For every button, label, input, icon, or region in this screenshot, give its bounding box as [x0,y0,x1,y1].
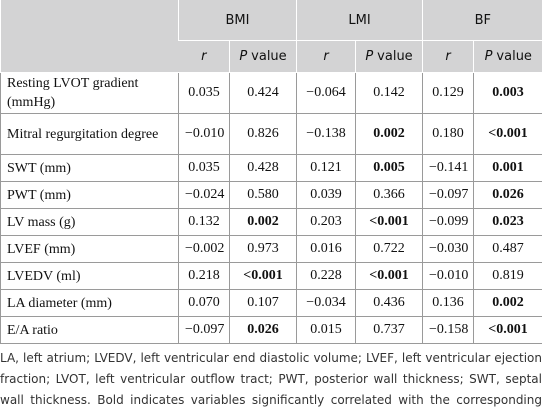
cell: 0.026 [229,316,297,344]
cell: −0.010 [178,113,230,155]
cell: 0.001 [473,154,542,182]
row-label: Mitral regurgitation degree [0,113,179,155]
stat-symbol: P [365,49,374,64]
sub-header: r [296,40,356,73]
cell: 0.015 [296,316,356,344]
sub-header: r [178,40,230,73]
table-row: E/A ratio −0.097 0.026 0.015 0.737 −0.158 <0.0… [0,316,542,344]
table-body: Resting LVOT gradient (mmHg) 0.035 0.424 −0… [0,72,542,344]
cell: 0.819 [473,262,542,290]
cell: −0.138 [296,113,356,155]
table-row: Resting LVOT gradient (mmHg) 0.035 0.424 −0… [0,72,542,114]
cell: 0.580 [229,181,297,209]
cell: 0.826 [229,113,297,155]
stat-symbol: r [445,49,451,64]
cell: 0.016 [296,235,356,263]
table-row: LVEDV (ml) 0.218 <0.001 0.228 <0.001 −0.010 0.… [0,262,542,290]
stat-symbol: P [484,49,493,64]
cell: 0.973 [229,235,297,263]
stat-text: value [251,49,287,64]
stat-text: value [377,49,413,64]
group-header: BMI [178,0,297,41]
corner [0,0,179,73]
row-label: PWT (mm) [0,181,179,209]
cell: −0.099 [422,208,475,236]
cell: 0.424 [229,72,297,114]
group-header: LMI [295,0,423,41]
cell: 0.436 [354,289,424,317]
table-row: Mitral regurgitation degree −0.010 0.826 −0… [0,113,542,155]
cell: 0.366 [354,181,424,209]
cell: 0.107 [229,289,297,317]
row-label: SWT (mm) [0,154,179,182]
cell: 0.737 [354,316,424,344]
cell: 0.136 [422,289,475,317]
cell: 0.121 [296,154,356,182]
cell: 0.002 [354,113,424,155]
stat-symbol: r [201,49,207,64]
cell: 0.228 [296,262,356,290]
group-header-row: BMI LMI BF [0,0,542,73]
table-row: LV mass (g) 0.132 0.002 0.203 <0.001 −0.099 0.… [0,208,542,236]
cell: 0.003 [473,72,542,114]
footnote: LA, left atrium; LVEDV, left ventricular… [0,351,542,407]
cell: 0.722 [354,235,424,263]
cell: 0.218 [178,262,230,290]
cell: <0.001 [354,262,424,290]
cell: 0.035 [178,72,230,114]
cell: <0.001 [354,208,424,236]
cell: 0.005 [354,154,424,182]
cell: −0.158 [422,316,475,344]
cell: 0.023 [473,208,542,236]
cell: 0.142 [354,72,424,114]
cell: <0.001 [473,113,542,155]
cell: −0.002 [178,235,230,263]
cell: 0.002 [229,208,297,236]
cell: −0.024 [178,181,230,209]
cell: −0.141 [422,154,475,182]
cell: <0.001 [229,262,297,290]
stat-symbol: P [239,49,248,64]
cell: −0.064 [296,72,356,114]
row-label: LA diameter (mm) [0,289,179,317]
sub-header: r [422,40,474,73]
row-label: LVEF (mm) [0,235,179,263]
cell: −0.097 [422,181,475,209]
row-label: LVEDV (ml) [0,262,179,290]
row-label: E/A ratio [0,316,179,344]
row-label: LV mass (g) [0,208,179,236]
cell: −0.010 [422,262,475,290]
cell: <0.001 [473,316,542,344]
stat-symbol: r [323,49,329,64]
cell: 0.035 [178,154,230,182]
cell: 0.428 [229,154,297,182]
cell: 0.203 [296,208,356,236]
cell: −0.097 [178,316,230,344]
cell: −0.030 [422,235,475,263]
cell: −0.034 [296,289,356,317]
row-label: Resting LVOT gradient (mmHg) [0,72,179,114]
table-row: LVEF (mm) −0.002 0.973 0.016 0.722 −0.030 0.48… [0,235,542,263]
table-row: PWT (mm) −0.024 0.580 0.039 0.366 −0.097 0.026 [0,181,542,209]
cell: 0.039 [296,181,356,209]
stat-text: value [496,49,532,64]
cell: 0.026 [473,181,542,209]
table-row: LA diameter (mm) 0.070 0.107 −0.034 0.436 0.1… [0,289,542,317]
cell: 0.070 [178,289,230,317]
group-header: BF [422,0,542,41]
table-row: SWT (mm) 0.035 0.428 0.121 0.005 −0.141 0.001 [0,154,542,182]
cell: 0.180 [422,113,475,155]
cell: 0.487 [473,235,542,263]
cell: 0.002 [473,289,542,317]
cell: 0.132 [178,208,230,236]
cell: 0.129 [422,72,475,114]
